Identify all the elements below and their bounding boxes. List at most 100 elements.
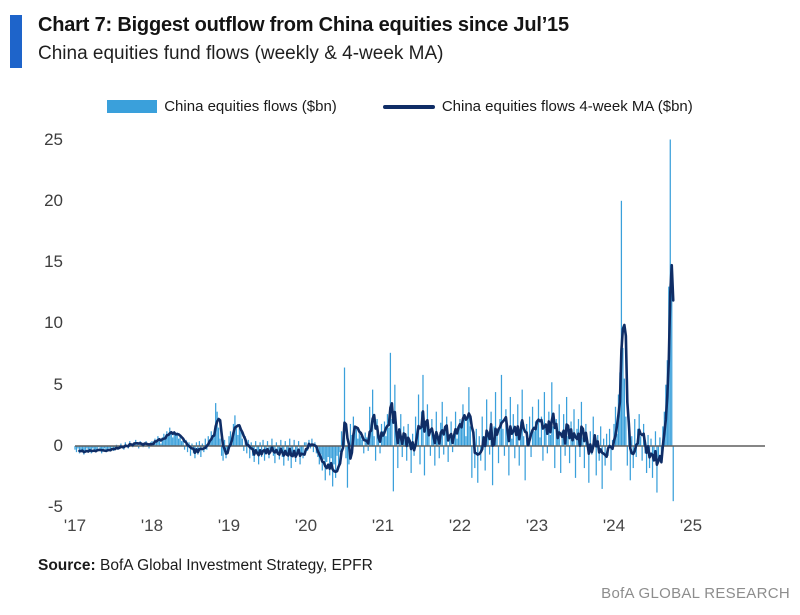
flow-bar <box>477 446 479 483</box>
flow-bar <box>161 437 163 446</box>
flow-bar <box>182 438 184 446</box>
flow-bar <box>255 441 257 446</box>
flow-bar <box>456 438 458 446</box>
flow-bar <box>235 427 238 446</box>
flow-bar <box>533 431 535 446</box>
flow-bar <box>311 438 313 446</box>
flow-bar <box>465 436 467 446</box>
source-label: Source: <box>38 557 96 574</box>
flow-bar <box>530 446 532 458</box>
flow-bar <box>358 430 360 446</box>
flow-bar <box>109 446 112 450</box>
flow-bar <box>80 446 82 451</box>
flow-bar <box>443 446 445 455</box>
flow-bar <box>466 416 469 446</box>
flow-bar <box>564 446 566 456</box>
flow-bar <box>414 416 417 446</box>
flow-bar <box>229 431 232 446</box>
flow-bar <box>220 446 223 456</box>
flow-bar <box>266 441 269 446</box>
flow-bar <box>329 446 331 476</box>
flow-bar <box>320 446 322 455</box>
flow-bar <box>500 374 503 446</box>
flow-bar <box>474 446 476 469</box>
flow-bar <box>647 434 649 446</box>
flow-bar <box>632 446 634 469</box>
flow-bar <box>537 399 540 446</box>
flow-bar <box>481 416 483 446</box>
flow-bar <box>582 437 584 446</box>
legend: China equities flows ($bn) China equitie… <box>0 98 800 115</box>
flow-bar <box>200 446 202 458</box>
flow-bar <box>148 446 150 449</box>
flow-bar <box>357 438 359 446</box>
flow-bar <box>567 436 569 446</box>
flow-bar <box>173 431 175 446</box>
flow-bar <box>654 431 657 446</box>
flow-bar <box>330 446 332 459</box>
flow-bar <box>392 446 394 492</box>
flow-bar <box>502 428 504 446</box>
flow-bar <box>410 446 412 473</box>
brand-mark: BofA GLOBAL RESEARCH <box>601 585 790 602</box>
flow-bar <box>451 446 454 453</box>
flow-bar <box>610 446 612 471</box>
flow-bar <box>195 442 198 446</box>
flow-bar <box>471 446 473 478</box>
flow-bar <box>622 347 624 446</box>
y-axis-tick-label: 10 <box>44 313 63 333</box>
x-axis-tick-label: '24 <box>602 516 626 535</box>
flow-bar <box>568 446 571 464</box>
flow-bar <box>369 406 371 446</box>
flow-bar <box>74 446 76 450</box>
x-axis-tick-label: '18 <box>140 516 164 535</box>
flow-bar <box>274 446 276 464</box>
flow-bar <box>105 446 107 453</box>
flow-bar <box>212 437 214 446</box>
title-accent-bar <box>10 15 22 68</box>
flow-bar <box>423 446 426 476</box>
flow-bar <box>613 423 615 446</box>
flow-bar <box>326 446 328 462</box>
flow-bar <box>588 446 590 483</box>
flow-bar <box>551 382 553 446</box>
flow-bar <box>176 432 178 446</box>
flow-bar <box>81 446 84 450</box>
flow-bar <box>222 446 224 461</box>
flow-bar <box>360 436 362 446</box>
flow-bar <box>601 446 603 489</box>
y-axis-tick-label: -5 <box>47 497 63 517</box>
flow-bar <box>207 436 209 446</box>
flow-bar <box>172 437 174 446</box>
flow-bar <box>155 442 158 446</box>
flow-bar <box>191 443 193 446</box>
flow-bar <box>99 446 101 451</box>
flow-bar <box>509 396 511 446</box>
flow-bar <box>228 436 230 446</box>
flow-bar <box>84 446 86 451</box>
flow-bar <box>300 446 303 454</box>
flow-bar <box>515 428 517 446</box>
source-text: BofA Global Investment Strategy, EPFR <box>95 557 373 574</box>
y-axis-tick-label: 25 <box>44 129 63 149</box>
y-axis-tick-label: 15 <box>44 252 63 272</box>
flow-bar <box>605 433 608 446</box>
flow-bar <box>565 396 568 446</box>
flow-bar <box>240 431 242 446</box>
flow-bar <box>286 446 288 455</box>
chart-subtitle: China equities fund flows (weekly & 4-we… <box>38 43 444 64</box>
bar-series-swatch <box>107 100 158 113</box>
flow-bar <box>406 446 408 461</box>
flow-bar <box>179 436 181 446</box>
flow-bar <box>486 399 488 446</box>
flow-bar <box>534 421 537 446</box>
flow-bar <box>484 446 486 471</box>
flow-bar <box>77 446 79 449</box>
flow-bar <box>447 446 449 462</box>
flow-bar <box>511 438 513 446</box>
x-axis-tick-label: '23 <box>525 516 549 535</box>
flow-bar <box>634 419 636 446</box>
flow-bar <box>290 446 292 469</box>
flow-bar <box>188 442 190 446</box>
